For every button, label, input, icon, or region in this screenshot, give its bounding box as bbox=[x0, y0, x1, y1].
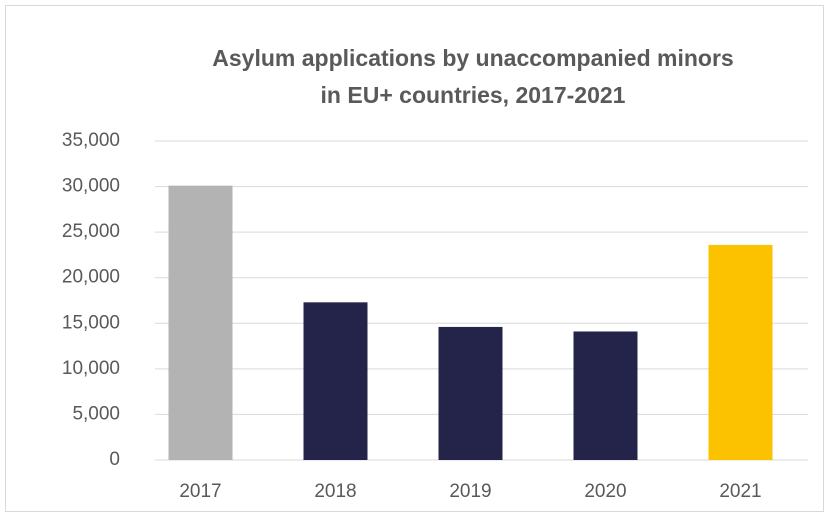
y-tick-label: 10,000 bbox=[62, 358, 120, 379]
x-tick-label: 2017 bbox=[179, 481, 221, 502]
x-tick-label: 2021 bbox=[719, 481, 761, 502]
bar bbox=[573, 331, 638, 460]
chart-title: Asylum applications by unaccompanied min… bbox=[212, 45, 733, 71]
y-tick-label: 0 bbox=[109, 449, 120, 470]
bar bbox=[708, 244, 773, 460]
bar bbox=[168, 185, 233, 460]
chart-title: in EU+ countries, 2017-2021 bbox=[321, 82, 626, 108]
y-tick-label: 30,000 bbox=[62, 176, 120, 197]
bar bbox=[438, 326, 503, 460]
y-tick-label: 15,000 bbox=[62, 312, 120, 333]
y-tick-label: 20,000 bbox=[62, 267, 120, 288]
y-tick-label: 35,000 bbox=[62, 130, 120, 151]
y-tick-label: 25,000 bbox=[62, 221, 120, 242]
x-tick-label: 2019 bbox=[449, 481, 491, 502]
bar bbox=[303, 302, 368, 460]
y-tick-label: 5,000 bbox=[72, 403, 120, 424]
x-tick-label: 2018 bbox=[314, 481, 356, 502]
x-tick-label: 2020 bbox=[584, 481, 626, 502]
chart-border bbox=[5, 5, 824, 512]
